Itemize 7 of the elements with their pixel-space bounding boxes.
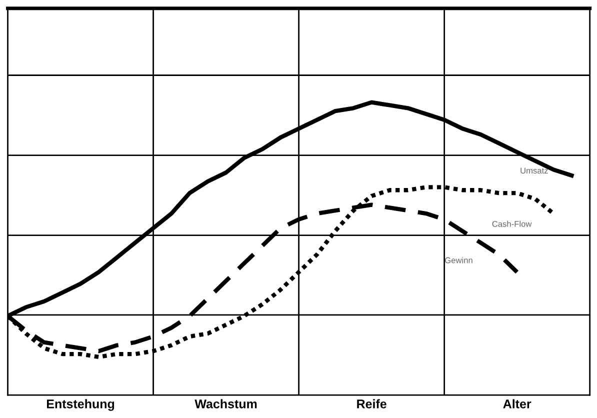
series-label: Umsatz bbox=[520, 168, 548, 174]
text: Cash-Flow bbox=[492, 220, 532, 227]
series-label: Gewinn bbox=[445, 257, 472, 264]
x-tick-label: Alter bbox=[503, 399, 532, 408]
x-tick-label: Reife bbox=[357, 399, 386, 408]
x-tick-label: Wachstum bbox=[194, 399, 257, 408]
x-tick-label: Entstehung bbox=[46, 399, 114, 411]
